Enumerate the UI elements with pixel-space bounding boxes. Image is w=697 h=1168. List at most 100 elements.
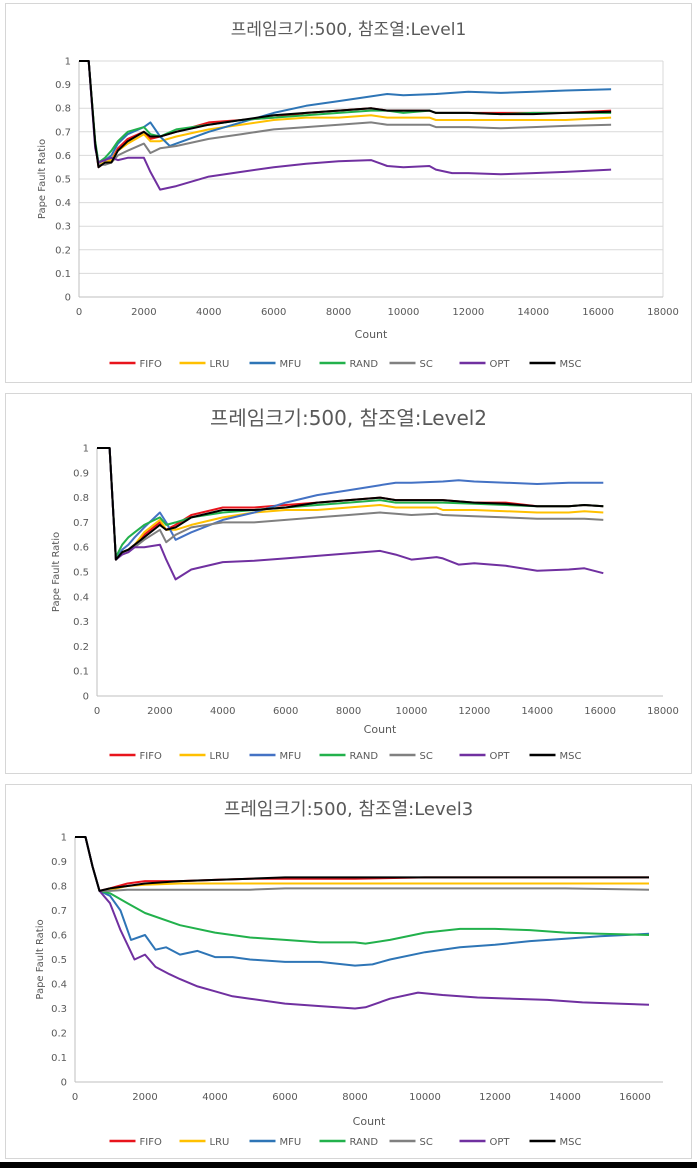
- chart-title: 프레임크기:500, 참조열:Level2: [210, 406, 487, 430]
- x-tick-label: 14000: [549, 1092, 581, 1103]
- legend-label: FIFO: [140, 359, 162, 370]
- x-tick-label: 4000: [196, 307, 221, 318]
- y-tick-label: 0.9: [55, 80, 71, 91]
- y-tick-label: 0.3: [73, 617, 89, 628]
- y-tick-label: 0: [61, 1078, 67, 1089]
- legend-label: MFU: [280, 359, 302, 370]
- legend-label: RAND: [350, 1137, 379, 1148]
- x-tick-label: 10000: [396, 706, 428, 717]
- y-tick-label: 0.1: [55, 269, 71, 280]
- series-line-msc: [79, 60, 612, 169]
- series-line-lru: [97, 447, 604, 561]
- y-tick-label: 0: [65, 293, 71, 304]
- legend-label: SC: [420, 1137, 433, 1148]
- y-tick-label: 0.8: [73, 493, 89, 504]
- chart-svg: 프레임크기:500, 참조열:Level1 0 0.1 0.2 0.3 0.4 0.5 0.6…: [37, 20, 679, 370]
- y-tick-label: 0.5: [55, 175, 71, 186]
- legend-label: RAND: [350, 359, 379, 370]
- y-tick-label: 0.2: [73, 642, 89, 653]
- legend-item-msc: MSC: [529, 751, 582, 762]
- y-tick-label: 0.7: [73, 518, 89, 529]
- series-line-mfu: [75, 836, 650, 967]
- y-tick-label: 1: [61, 833, 67, 844]
- legend-item-sc: SC: [389, 751, 433, 762]
- legend-item-fifo: FIFO: [109, 1137, 162, 1148]
- x-tick-label: 18000: [647, 706, 679, 717]
- chart-svg: 프레임크기:500, 참조열:Level3 0 0.1 0.2 0.3 0.4 0.5 0.6…: [35, 799, 663, 1148]
- y-tick-label: 0.9: [73, 468, 89, 479]
- y-tick-label: 0.1: [51, 1053, 67, 1064]
- chart-title: 프레임크기:500, 참조열:Level3: [224, 799, 473, 820]
- x-tick-label: 8000: [342, 1092, 367, 1103]
- x-tick-label: 4000: [202, 1092, 227, 1103]
- y-tick-label: 0.3: [51, 1004, 67, 1015]
- x-tick-label: 8000: [336, 706, 361, 717]
- legend-item-opt: OPT: [459, 359, 510, 370]
- x-tick-label: 0: [94, 706, 100, 717]
- legend-item-opt: OPT: [459, 1137, 510, 1148]
- y-tick-label: 0.8: [55, 104, 71, 115]
- chart-panel-level3: 프레임크기:500, 참조열:Level3 0 0.1 0.2 0.3 0.4 0.5 0.6…: [5, 784, 692, 1159]
- legend-item-mfu: MFU: [249, 751, 302, 762]
- y-tick-label: 0.5: [73, 568, 89, 579]
- legend-label: SC: [420, 751, 433, 762]
- x-axis-label: Count: [353, 1115, 386, 1128]
- series-line-sc: [79, 60, 612, 166]
- y-tick-label: 0.7: [51, 906, 67, 917]
- x-tick-label: 16000: [584, 706, 616, 717]
- legend-item-fifo: FIFO: [109, 359, 162, 370]
- x-tick-label: 12000: [458, 706, 490, 717]
- legend-item-fifo: FIFO: [109, 751, 162, 762]
- chart-panel-level2: 프레임크기:500, 참조열:Level2 0 0.1 0.2 0.3 0.4 0.5 0.6…: [5, 393, 692, 774]
- y-tick-label: 0.4: [73, 592, 89, 603]
- y-tick-label: 0.4: [51, 980, 67, 991]
- legend-item-mfu: MFU: [249, 1137, 302, 1148]
- y-tick-label: 0.2: [51, 1029, 67, 1040]
- x-tick-label: 12000: [479, 1092, 511, 1103]
- y-tick-label: 0.1: [73, 667, 89, 678]
- legend-label: MSC: [560, 751, 582, 762]
- legend-item-rand: RAND: [319, 751, 379, 762]
- legend-label: RAND: [350, 751, 379, 762]
- legend-item-rand: RAND: [319, 359, 379, 370]
- legend-label: MFU: [280, 751, 302, 762]
- series-line-fifo: [97, 447, 604, 561]
- x-axis-label: Count: [364, 723, 397, 736]
- legend-item-sc: SC: [389, 359, 433, 370]
- legend-item-msc: MSC: [529, 1137, 582, 1148]
- y-tick-label: 1: [65, 57, 71, 68]
- legend-label: LRU: [210, 1137, 230, 1148]
- legend-item-lru: LRU: [179, 1137, 230, 1148]
- legend-label: OPT: [490, 751, 511, 762]
- series-line-msc: [75, 836, 649, 892]
- page-bottom-rule: [0, 1162, 697, 1168]
- x-axis-label: Count: [355, 328, 388, 341]
- x-tick-label: 14000: [521, 706, 553, 717]
- y-axis-label: Pape Fault Ratio: [35, 919, 46, 999]
- x-tick-label: 6000: [272, 1092, 297, 1103]
- x-tick-label: 6000: [273, 706, 298, 717]
- x-tick-label: 12000: [452, 307, 484, 318]
- legend-label: SC: [420, 359, 433, 370]
- legend-item-lru: LRU: [179, 359, 229, 370]
- chart-title: 프레임크기:500, 참조열:Level1: [231, 20, 467, 40]
- x-tick-label: 14000: [517, 307, 549, 318]
- legend-label: FIFO: [140, 751, 162, 762]
- legend-item-lru: LRU: [179, 751, 230, 762]
- legend-label: LRU: [210, 751, 230, 762]
- x-tick-label: 0: [72, 1092, 78, 1103]
- y-tick-label: 0.6: [51, 931, 67, 942]
- series-line-rand: [75, 836, 650, 945]
- series-line-opt: [79, 60, 612, 191]
- legend-label: MSC: [560, 359, 582, 370]
- legend-label: MFU: [280, 1137, 302, 1148]
- y-axis-label: Pape Fault Ratio: [37, 139, 48, 219]
- y-tick-label: 0.6: [73, 543, 89, 554]
- x-tick-label: 10000: [409, 1092, 441, 1103]
- x-tick-label: 8000: [326, 307, 351, 318]
- x-tick-label: 2000: [131, 307, 156, 318]
- y-tick-label: 0.9: [51, 857, 67, 868]
- x-tick-label: 18000: [647, 307, 679, 318]
- legend-item-rand: RAND: [319, 1137, 379, 1148]
- legend-label: MSC: [560, 1137, 582, 1148]
